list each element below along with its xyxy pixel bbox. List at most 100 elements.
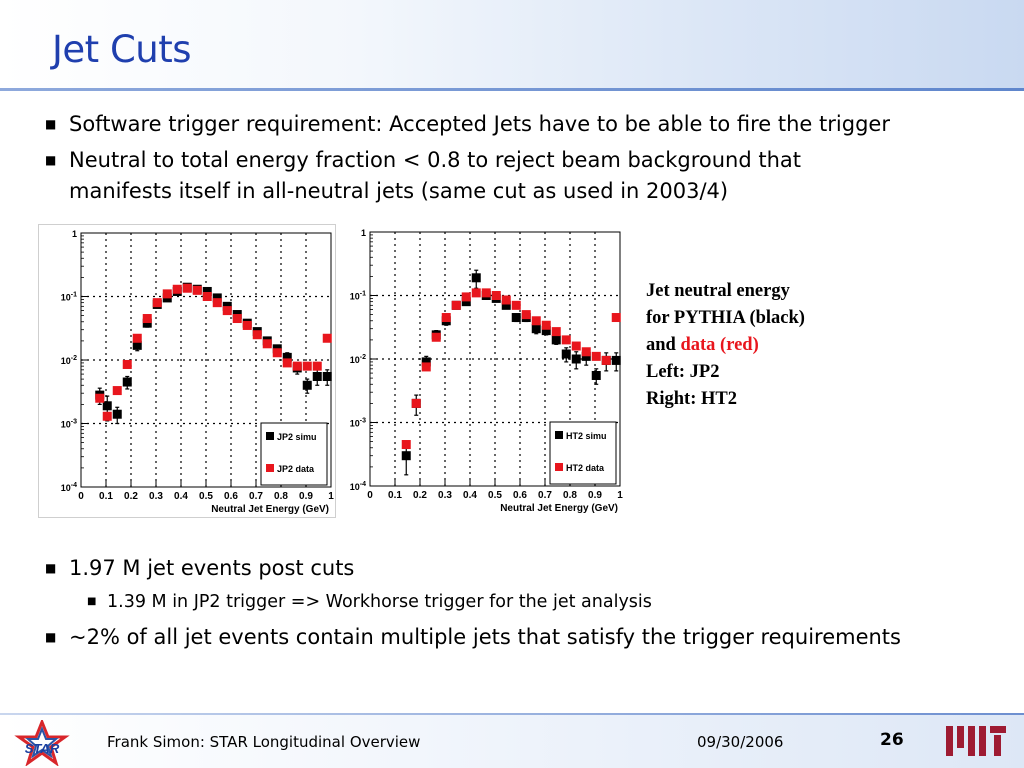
bullet-square-icon: ■ [45, 153, 57, 167]
data-point [541, 326, 551, 336]
data-point [501, 300, 511, 310]
caption-text: and [646, 335, 681, 355]
data-point [611, 313, 621, 323]
data-point [262, 339, 272, 349]
title-bar [0, 0, 1024, 88]
data-point [122, 359, 132, 369]
data-point [142, 318, 152, 328]
x-tick-label: 0.8 [563, 490, 577, 501]
data-point [252, 330, 262, 340]
footer-bar [0, 715, 1024, 768]
data-point [581, 351, 591, 361]
data-point [212, 298, 222, 308]
mit-logo [946, 726, 1006, 756]
data-point [511, 313, 521, 323]
data-point [481, 288, 491, 298]
data-point [272, 348, 282, 358]
data-point [611, 355, 621, 365]
data-point [102, 401, 112, 411]
data-point [471, 288, 481, 298]
x-tick-label: 0.2 [413, 490, 427, 501]
y-tick-label: 10-4 [61, 482, 77, 493]
data-point [142, 314, 152, 324]
legend-marker [555, 431, 563, 439]
x-tick-label: 0.5 [199, 491, 213, 502]
x-tick-label: 0.1 [99, 491, 113, 502]
data-point [132, 333, 142, 343]
bullet-text: Software trigger requirement: Accepted J… [69, 112, 890, 136]
data-point [132, 340, 142, 350]
data-point [282, 358, 292, 368]
data-point [122, 377, 132, 387]
star-logo-text: STAR [25, 741, 60, 756]
bullet-text-line2: manifests itself in all-neutral jets (sa… [69, 179, 729, 203]
data-point [511, 300, 521, 310]
bullet-multiple-jets: ■ ~2% of all jet events contain multiple… [45, 622, 901, 653]
footer-author: Frank Simon: STAR Longitudinal Overview [107, 733, 421, 751]
data-point [212, 293, 222, 303]
footer-date: 09/30/2006 [697, 733, 784, 751]
data-point [551, 327, 561, 337]
bullet-text: 1.39 M in JP2 trigger => Workhorse trigg… [107, 592, 652, 612]
data-point [521, 310, 531, 320]
caption-line: Jet neutral energy [646, 281, 790, 301]
data-point [411, 398, 421, 408]
x-tick-label: 0.2 [124, 491, 138, 502]
y-tick-label: 10-2 [350, 354, 366, 365]
x-axis-label: Neutral Jet Energy (GeV) [211, 504, 329, 515]
x-tick-label: 0.4 [174, 491, 188, 502]
page-number: 26 [880, 730, 904, 750]
x-tick-label: 1 [328, 491, 334, 502]
x-tick-label: 0.8 [274, 491, 288, 502]
legend-marker [266, 432, 274, 440]
data-point [581, 347, 591, 357]
x-tick-label: 1 [617, 490, 623, 501]
bullet-text: 1.97 M jet events post cuts [69, 556, 355, 580]
y-tick-label: 10-4 [350, 481, 366, 492]
bullet-square-icon: ■ [45, 561, 57, 575]
data-point [421, 357, 431, 367]
data-point [551, 335, 561, 345]
bullet-square-icon: ■ [45, 117, 57, 131]
legend-marker [555, 463, 563, 471]
x-tick-label: 0.7 [249, 491, 263, 502]
data-point [152, 298, 162, 308]
data-point [232, 314, 242, 324]
data-point [571, 354, 581, 364]
data-point [202, 286, 212, 296]
data-point [172, 284, 182, 294]
data-point [302, 361, 312, 371]
data-point [112, 386, 122, 396]
legend-entry: HT2 data [566, 463, 605, 473]
title-divider [0, 88, 1024, 91]
x-tick-label: 0.3 [438, 490, 452, 501]
star-logo: STAR [14, 720, 70, 766]
data-point [561, 349, 571, 359]
y-tick-label: 1 [72, 229, 77, 239]
data-point [112, 409, 122, 419]
data-point [561, 335, 571, 345]
ht2-energy-plot: 0 0.1 0.2 0.3 0.4 0.5 0.6 0.7 0.8 0.9 1 1 10-1 10-2 10… [350, 228, 623, 514]
caption-line: for PYTHIA (black) [646, 308, 805, 328]
data-point [182, 283, 192, 293]
x-tick-label: 0 [367, 490, 373, 501]
x-tick-label: 0.6 [513, 490, 527, 501]
ht2-plot-frame: 0 0.1 0.2 0.3 0.4 0.5 0.6 0.7 0.8 0.9 1 1 10-1 10-2 10… [342, 222, 632, 518]
data-point [401, 440, 411, 450]
data-point [451, 300, 461, 310]
bullet-square-icon: ■ [87, 596, 97, 607]
y-tick-label: 10-1 [350, 291, 366, 302]
legend-entry: JP2 data [277, 464, 315, 474]
data-point [242, 320, 252, 330]
plot-caption: Jet neutral energy for PYTHIA (black) an… [646, 278, 876, 413]
data-point [95, 393, 105, 403]
data-point [531, 316, 541, 326]
data-point [461, 297, 471, 307]
bullet-square-icon: ■ [45, 630, 57, 644]
data-point [202, 292, 212, 301]
legend-entry: JP2 simu [277, 432, 317, 442]
data-point [571, 341, 581, 351]
data-point [471, 273, 481, 283]
data-point [312, 361, 322, 371]
data-point [192, 285, 202, 295]
